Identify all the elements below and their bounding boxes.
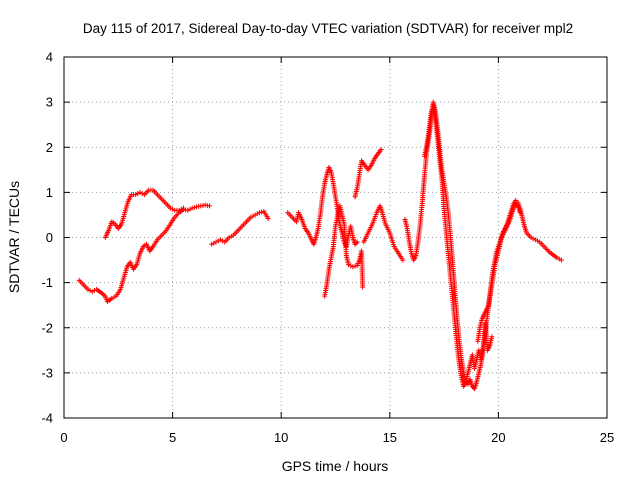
data-point [248, 214, 254, 220]
data-point [185, 207, 191, 213]
data-point [265, 216, 271, 222]
x-tick-label: 15 [383, 430, 397, 445]
data-point [226, 235, 232, 240]
data-point [228, 233, 234, 239]
data-point [137, 189, 143, 195]
x-tick-label: 0 [60, 430, 67, 445]
data-point [352, 241, 358, 247]
data-point [514, 202, 520, 208]
y-tick-label: -1 [41, 275, 53, 290]
data-point [350, 264, 356, 270]
data-point [517, 210, 523, 216]
data-point [252, 212, 258, 218]
data-point [89, 289, 95, 295]
data-point [217, 237, 223, 243]
data-point [135, 191, 141, 197]
data-point [259, 209, 265, 215]
x-tick-label: 10 [274, 430, 288, 445]
data-point [530, 236, 536, 242]
y-tick-label: 2 [46, 140, 53, 155]
y-tick-label: 1 [46, 185, 53, 200]
data-point [176, 207, 182, 213]
data-point [513, 201, 519, 207]
data-point [215, 238, 221, 244]
y-tick-label: -2 [41, 320, 53, 335]
data-point [111, 294, 117, 300]
data-point [556, 256, 562, 262]
data-point [211, 240, 217, 246]
data-point [85, 286, 91, 292]
data-point [352, 263, 358, 269]
y-axis-label: SDTVAR / TECUs [6, 181, 22, 293]
x-tick-label: 20 [491, 430, 505, 445]
grid-lines [64, 57, 607, 418]
data-point [167, 205, 173, 211]
data-point [191, 204, 197, 210]
data-point [534, 238, 540, 244]
plot-frame [63, 56, 608, 419]
data-point [360, 284, 366, 290]
data-point [256, 210, 262, 216]
data-point [109, 295, 115, 301]
data-point [346, 262, 352, 268]
data-point [170, 206, 176, 212]
y-tick-label: -4 [41, 411, 53, 426]
axis-ticks: 0 5 10 15 20 25 -4 -3 -2 -1 0 1 2 3 4 [41, 50, 614, 446]
data-point [554, 255, 560, 261]
x-axis-label: GPS time / hours [282, 458, 389, 474]
data-point [254, 211, 260, 217]
data-point [180, 205, 186, 211]
data-point [489, 334, 495, 340]
data-point [209, 241, 215, 247]
data-point [207, 203, 213, 209]
y-tick-label: 3 [46, 95, 53, 110]
data-point [133, 192, 139, 198]
data-point [250, 213, 256, 219]
x-tick-label: 5 [169, 430, 176, 445]
data-point [469, 383, 475, 389]
data-point [213, 239, 219, 245]
data-point [378, 147, 384, 153]
data-point [189, 205, 195, 211]
data-point [354, 239, 360, 245]
data-point [558, 257, 564, 263]
chart-title: Day 115 of 2017, Sidereal Day-to-day VTE… [83, 21, 573, 36]
y-tick-label: -3 [41, 365, 53, 380]
data-point [532, 237, 538, 243]
data-point [528, 235, 534, 240]
data-point [353, 240, 359, 246]
data-point [187, 206, 193, 212]
data-point [87, 288, 93, 294]
data-points [76, 99, 564, 392]
data-point [178, 206, 184, 212]
y-tick-label: 0 [46, 230, 53, 245]
x-tick-label: 25 [600, 430, 614, 445]
data-point [400, 257, 406, 263]
y-tick-label: 4 [46, 50, 53, 65]
data-point [348, 263, 354, 269]
